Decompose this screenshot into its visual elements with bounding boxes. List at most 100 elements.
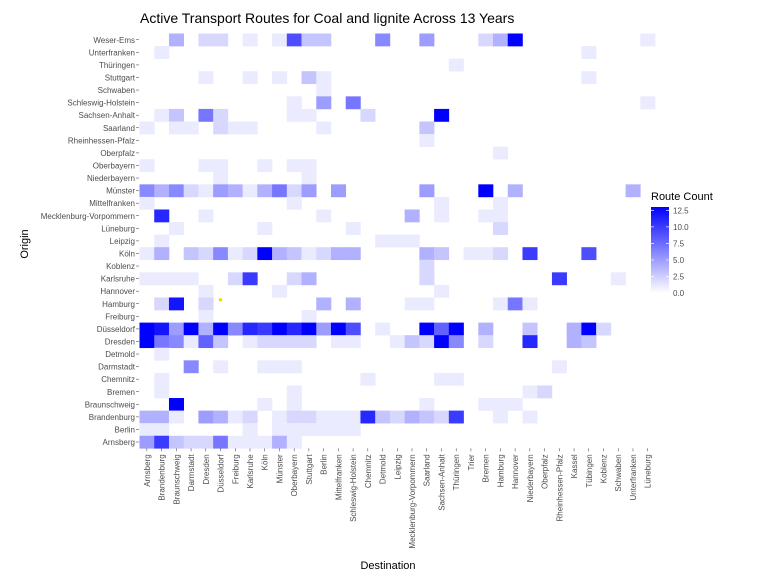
heatmap-cell (257, 360, 273, 374)
y-tick-label-oberpfalz: Oberpfalz (100, 149, 135, 158)
heatmap-cell (272, 423, 288, 437)
heatmap-cell (507, 398, 523, 411)
heatmap-cell (213, 335, 229, 349)
legend-tick-label: 2.5 (673, 272, 685, 281)
heatmap-cell (360, 372, 376, 386)
x-tick-label-kassel: Kassel (570, 454, 579, 478)
heatmap-cell (522, 247, 538, 261)
legend-tick-label: 10.0 (673, 223, 689, 232)
heatmap-cell (242, 71, 258, 85)
heatmap-cell (286, 322, 302, 336)
x-tick-label-tubingen: Tübingen (585, 454, 594, 487)
y-tick-label-hannover: Hannover (100, 287, 135, 296)
heatmap-cell (316, 322, 332, 336)
y-tick-label-oberbayern: Oberbayern (93, 161, 135, 170)
heatmap-cell (316, 121, 332, 135)
heatmap-cell (257, 335, 273, 349)
heatmap-cell (154, 410, 170, 424)
y-tick-label-hamburg: Hamburg (102, 300, 135, 309)
heatmap-cell (345, 297, 361, 311)
heatmap-cell (640, 33, 656, 47)
heatmap-cell (168, 222, 184, 235)
heatmap-cell (154, 372, 170, 386)
y-tick-label-sachsen-anhalt: Sachsen-Anhalt (79, 111, 136, 120)
heatmap-cell (154, 184, 170, 198)
y-tick-label-weser-ems: Weser-Ems (93, 36, 135, 45)
heatmap-cell (419, 398, 435, 411)
x-tick-label-arnsberg: Arnsberg (143, 454, 152, 486)
heatmap-cell (448, 410, 464, 424)
x-tick-label-mittelfranken: Mittelfranken (334, 454, 343, 500)
heatmap-cell (213, 184, 229, 198)
y-tick-label-saarland: Saarland (103, 124, 135, 133)
heatmap-cell (507, 33, 523, 47)
heatmap-cell (522, 297, 538, 311)
y-tick-label-mecklenburg-vorpommern: Mecklenburg-Vorpommern (41, 212, 135, 221)
heatmap-cell (522, 335, 538, 349)
x-tick-label-chemnitz: Chemnitz (364, 454, 373, 488)
heatmap-cell (154, 347, 170, 361)
heatmap-cell (257, 398, 273, 411)
y-tick-label-leipzig: Leipzig (110, 237, 135, 246)
heatmap-cell (183, 184, 199, 198)
heatmap-cell (198, 71, 214, 85)
heatmap-cell (301, 184, 317, 198)
y-axis: Weser-Ems Unterfranken Thüringen Stuttgart S… (41, 36, 139, 447)
legend-tick-label: 12.5 (673, 206, 689, 215)
x-tick-label-darmstadt: Darmstadt (187, 454, 196, 492)
x-tick-label-leipzig: Leipzig (393, 454, 402, 479)
heatmap-cell (227, 272, 243, 286)
heatmap-cell (154, 234, 170, 248)
heatmap-cell (581, 71, 597, 85)
heatmap-cell (596, 322, 612, 336)
y-tick-label-arnsberg: Arnsberg (103, 438, 135, 447)
heatmap-cell (272, 184, 288, 198)
x-tick-label-braunschweig: Braunschweig (172, 454, 181, 504)
x-tick-label-berlin: Berlin (320, 454, 329, 474)
heatmap-cell (375, 234, 391, 248)
heatmap-cell (183, 435, 199, 449)
heatmap-cell (493, 398, 509, 411)
heatmap-cell (478, 33, 494, 47)
heatmap-cell (522, 410, 538, 424)
heatmap-cell (316, 297, 332, 311)
x-tick-label-munster: Münster (275, 454, 284, 483)
heatmap-cell (404, 335, 420, 349)
heatmap-cell (507, 184, 523, 198)
heatmap-cell (301, 71, 317, 85)
heatmap-cell (198, 33, 214, 47)
heatmap-cell (404, 297, 420, 311)
heatmap-cell (183, 335, 199, 349)
heatmap-cell (183, 360, 199, 374)
heatmap-cell (213, 435, 229, 449)
heatmap-cell (286, 335, 302, 349)
heatmap-cell (227, 184, 243, 198)
heatmap-cell (286, 159, 302, 173)
heatmap-cell (213, 171, 229, 185)
heatmap-cell (198, 159, 214, 173)
heatmap-cell (316, 423, 332, 437)
heatmap-cell (478, 322, 494, 336)
heatmap-cell (286, 398, 302, 411)
highlight-marker (218, 297, 223, 302)
heatmap-cell (301, 247, 317, 261)
heatmap-cell (375, 322, 391, 336)
heatmap-cell (272, 435, 288, 449)
heatmap-cell (183, 121, 199, 135)
heatmap-cell (242, 33, 258, 47)
heatmap-cell (404, 410, 420, 424)
y-tick-label-freiburg: Freiburg (105, 312, 135, 321)
heatmap-cell (242, 322, 258, 336)
heatmap-cells (139, 33, 656, 449)
heatmap-cell (493, 247, 509, 261)
heatmap-cell (419, 272, 435, 286)
x-tick-label-oberpfalz: Oberpfalz (541, 454, 550, 489)
x-axis: Arnsberg Brandenburg Braunschweig Darmstadt… (143, 448, 653, 549)
heatmap-cell (154, 322, 170, 336)
heatmap-cell (330, 247, 347, 261)
heatmap-cell (316, 83, 332, 97)
y-tick-label-dusseldorf: Düsseldorf (97, 325, 136, 334)
x-tick-label-dresden: Dresden (202, 454, 211, 484)
heatmap-cell (242, 435, 258, 449)
heatmap-cell (301, 171, 317, 185)
